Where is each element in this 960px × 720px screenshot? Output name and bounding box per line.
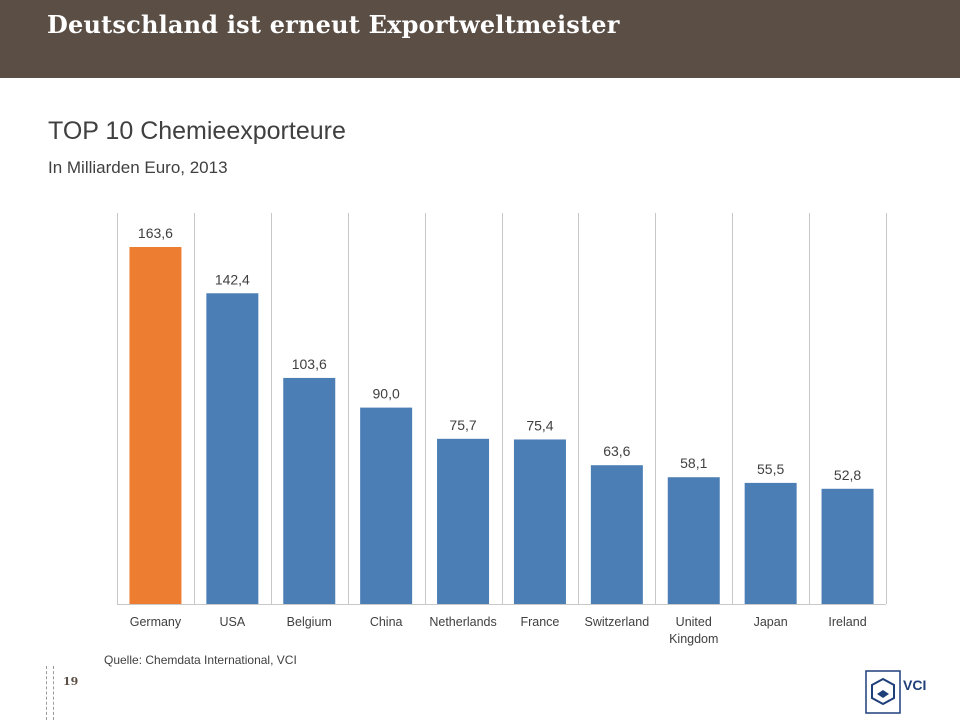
category-tick-label: Netherlands	[429, 615, 496, 629]
data-label: 55,5	[757, 461, 784, 477]
bar-usa	[206, 293, 259, 604]
bar-netherlands	[437, 438, 490, 604]
category-tick-label: Kingdom	[669, 632, 718, 646]
header-bar: Deutschland ist erneut Exportweltmeister	[0, 0, 960, 78]
data-label: 75,4	[526, 417, 553, 433]
chart-title: TOP 10 Chemieexporteure	[48, 117, 346, 145]
page-rule	[46, 666, 54, 720]
slide-title: Deutschland ist erneut Exportweltmeister	[47, 10, 620, 39]
bar-china	[360, 407, 413, 604]
data-label: 142,4	[215, 271, 250, 287]
source-note: Quelle: Chemdata International, VCI	[104, 653, 297, 667]
chart-subtitle: In Milliarden Euro, 2013	[48, 158, 228, 177]
category-tick-label: Ireland	[828, 615, 866, 629]
data-label: 163,6	[138, 225, 173, 241]
data-label: 52,8	[834, 467, 861, 483]
category-tick-label: Switzerland	[585, 615, 650, 629]
logo-inner-shape-icon	[877, 690, 889, 698]
vci-logo: VCI	[865, 670, 926, 714]
logo-text: VCI	[903, 677, 926, 693]
data-label: 75,7	[449, 417, 476, 433]
category-tick-label: Japan	[754, 615, 788, 629]
bar-ireland	[821, 488, 874, 604]
category-tick-label: Germany	[130, 615, 182, 629]
logo-hexagon-icon	[871, 677, 895, 706]
data-label: 63,6	[603, 443, 630, 459]
category-tick-label: USA	[219, 615, 245, 629]
category-tick-label: China	[370, 615, 403, 629]
data-label: 90,0	[373, 386, 400, 402]
bar-germany	[129, 247, 182, 604]
bar-switzerland	[590, 465, 643, 604]
category-tick-label: Belgium	[287, 615, 332, 629]
category-tick-label: United	[676, 615, 712, 629]
data-label: 103,6	[292, 356, 327, 372]
bar-belgium	[283, 377, 336, 604]
bar-united-kingdom	[667, 477, 720, 604]
bar-japan	[744, 482, 797, 604]
data-label: 58,1	[680, 455, 707, 471]
page-number: 19	[63, 675, 79, 688]
category-tick-label: France	[520, 615, 559, 629]
bar-france	[513, 439, 566, 604]
